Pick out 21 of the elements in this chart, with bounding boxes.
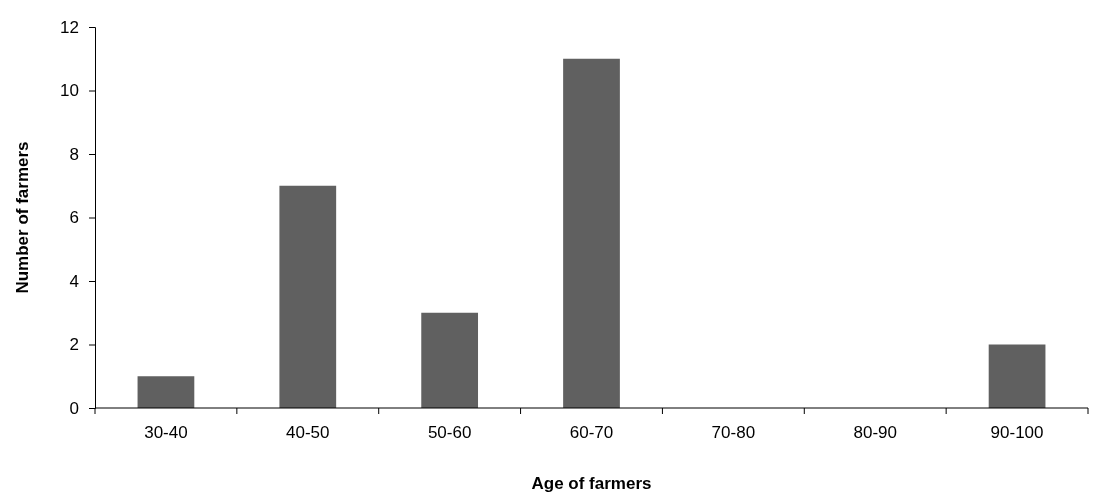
x-tick-label: 60-70 xyxy=(569,423,614,442)
y-tick-label: 8 xyxy=(69,144,79,164)
bar xyxy=(988,344,1046,408)
bar xyxy=(563,58,620,408)
bar xyxy=(137,376,195,408)
y-tick-label: 2 xyxy=(69,335,79,355)
x-tick-label: 30-40 xyxy=(144,423,188,442)
x-tick-label: 90-100 xyxy=(990,423,1044,442)
y-axis-title: Number of farmers xyxy=(13,141,32,294)
x-tick-label: 40-50 xyxy=(286,423,330,442)
x-axis-title: Age of farmers xyxy=(531,474,652,493)
y-tick-label: 4 xyxy=(69,271,79,291)
x-tick-label: 80-90 xyxy=(853,423,897,442)
bar xyxy=(421,312,479,408)
bar xyxy=(279,185,337,408)
y-tick-label: 12 xyxy=(60,17,79,37)
x-tick-label: 70-80 xyxy=(711,423,756,442)
y-tick-label: 6 xyxy=(69,208,79,228)
y-tick-label: 0 xyxy=(69,398,79,418)
x-tick-label: 50-60 xyxy=(427,423,472,442)
y-tick-label: 10 xyxy=(60,81,79,101)
